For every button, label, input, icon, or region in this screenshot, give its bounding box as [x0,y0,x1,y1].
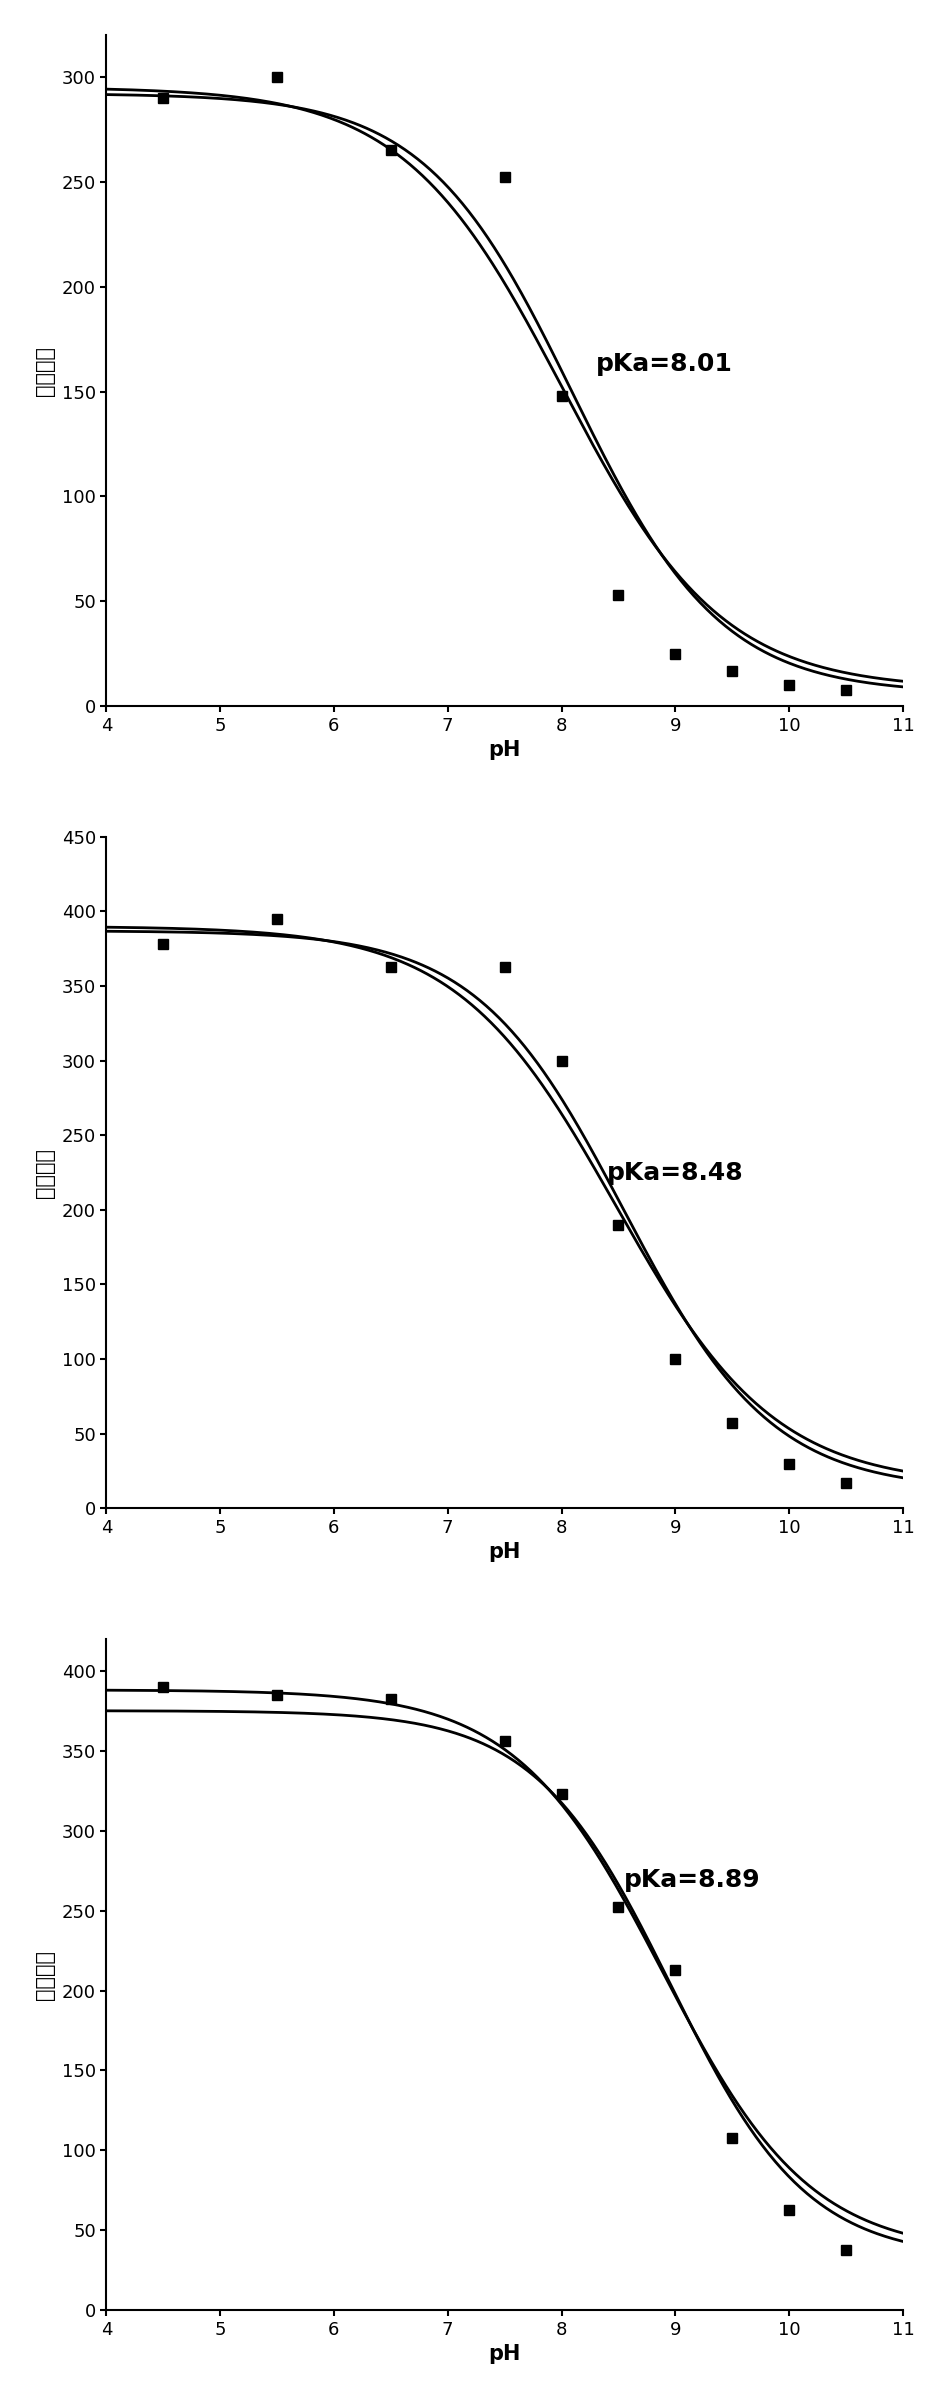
Text: pKa=8.01: pKa=8.01 [596,353,733,377]
Text: pKa=8.89: pKa=8.89 [624,1866,761,1890]
Y-axis label: 荺光强度: 荺光强度 [35,345,55,396]
X-axis label: pH: pH [489,741,521,760]
X-axis label: pH: pH [489,1543,521,1562]
Y-axis label: 荺光强度: 荺光强度 [35,1147,55,1197]
X-axis label: pH: pH [489,2344,521,2365]
Y-axis label: 荺光强度: 荺光强度 [35,1950,55,1998]
Text: pKa=8.48: pKa=8.48 [607,1161,744,1185]
